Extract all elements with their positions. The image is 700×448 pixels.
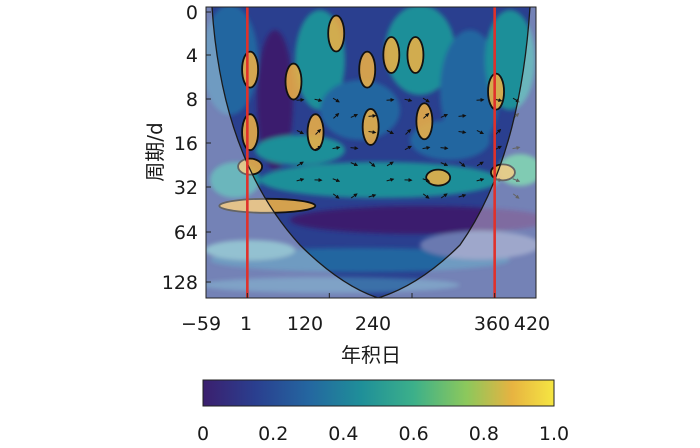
phase-arrow bbox=[333, 112, 340, 119]
significant-region bbox=[327, 14, 346, 53]
colorbar-ticks: 0 0.2 0.4 0.6 0.8 1.0 bbox=[197, 423, 569, 445]
colorbar-tick-label: 0 bbox=[197, 423, 209, 445]
phase-arrow bbox=[350, 162, 359, 167]
x-tick-label: 240 bbox=[355, 313, 391, 335]
y-tick-label: 0 bbox=[186, 2, 198, 24]
phase-arrow bbox=[423, 112, 430, 119]
significant-region bbox=[306, 113, 325, 152]
phase-arrow bbox=[422, 193, 430, 199]
significant-region bbox=[241, 113, 259, 152]
colorbar-tick-label: 1.0 bbox=[539, 423, 569, 445]
significant-region bbox=[425, 168, 452, 187]
phase-arrow bbox=[296, 161, 304, 167]
y-tick-label: 4 bbox=[186, 45, 198, 67]
y-tick-label: 64 bbox=[174, 222, 198, 244]
phase-arrow bbox=[458, 113, 467, 118]
colorbar: 0 0.2 0.4 0.6 0.8 1.0 bbox=[197, 379, 569, 445]
colorbar-tick-label: 0.2 bbox=[258, 423, 288, 445]
significant-region bbox=[406, 36, 425, 74]
y-tick-label: 8 bbox=[186, 89, 198, 111]
significant-region bbox=[487, 72, 505, 111]
phase-arrow bbox=[350, 146, 359, 151]
significant-region bbox=[241, 50, 259, 89]
phase-arrow bbox=[314, 145, 322, 151]
phase-arrow bbox=[476, 177, 485, 182]
phase-arrow bbox=[495, 128, 502, 135]
x-tick-label: 120 bbox=[287, 313, 323, 335]
x-tick-label: 1 bbox=[240, 313, 252, 335]
x-tick-label: −59 bbox=[181, 313, 221, 335]
phase-arrow bbox=[350, 113, 359, 118]
phase-arrow bbox=[386, 129, 395, 135]
phase-arrow bbox=[440, 146, 449, 151]
y-tick-label: 128 bbox=[162, 272, 198, 294]
x-axis: −59 1 120 240 360 420 bbox=[181, 293, 550, 335]
phase-arrow bbox=[368, 130, 377, 135]
significant-region bbox=[237, 157, 263, 176]
phase-arrow bbox=[296, 97, 305, 102]
phase-arrow bbox=[512, 193, 520, 199]
significant-region bbox=[382, 36, 401, 74]
phase-arrow bbox=[459, 161, 466, 167]
significant-region bbox=[361, 108, 380, 146]
phase-arrow bbox=[512, 178, 521, 183]
phase-arrow bbox=[405, 128, 412, 135]
x-axis-label: 年积日 bbox=[341, 343, 401, 367]
x-tick-label: 420 bbox=[514, 313, 550, 335]
significant-regions bbox=[218, 14, 516, 214]
phase-arrow bbox=[369, 161, 376, 167]
phase-arrow bbox=[296, 129, 305, 135]
colorbar-tick-label: 0.6 bbox=[398, 423, 428, 445]
y-axis-label: 周期/d bbox=[143, 122, 167, 181]
significant-region bbox=[490, 163, 516, 182]
phase-arrow bbox=[476, 129, 485, 135]
phase-arrow bbox=[422, 145, 431, 150]
colorbar-tick-label: 0.8 bbox=[469, 423, 499, 445]
phase-arrow bbox=[404, 98, 413, 103]
phase-arrow bbox=[422, 97, 430, 103]
phase-arrow bbox=[476, 161, 484, 167]
phase-arrow bbox=[458, 130, 467, 135]
phase-arrow bbox=[440, 113, 449, 118]
colorbar-gradient bbox=[202, 379, 555, 407]
y-axis: 0 4 8 16 32 64 128 bbox=[162, 2, 211, 294]
phase-arrow bbox=[440, 193, 448, 199]
phase-arrow bbox=[314, 98, 323, 103]
phase-arrow bbox=[350, 193, 358, 199]
phase-arrow bbox=[296, 177, 305, 182]
phase-arrow bbox=[332, 193, 340, 199]
phase-arrow bbox=[476, 97, 485, 102]
cone-of-influence-shade-right bbox=[378, 7, 536, 298]
phase-arrow bbox=[404, 145, 412, 151]
phase-arrow bbox=[332, 97, 340, 103]
phase-arrow bbox=[386, 177, 395, 182]
heatmap-field bbox=[206, 7, 536, 293]
significant-region bbox=[415, 102, 434, 141]
phase-arrow bbox=[386, 97, 395, 102]
phase-arrow bbox=[368, 113, 377, 118]
x-tick-label: 360 bbox=[474, 313, 510, 335]
phase-arrow bbox=[368, 193, 377, 198]
significant-region bbox=[284, 62, 303, 101]
cone-of-influence-shade bbox=[206, 7, 378, 298]
plot-frame bbox=[205, 6, 537, 299]
phase-arrows bbox=[296, 97, 521, 199]
phase-arrow bbox=[512, 145, 521, 150]
phase-arrow bbox=[315, 128, 322, 135]
significant-region bbox=[358, 50, 377, 89]
phase-arrow bbox=[458, 193, 467, 198]
phase-arrow bbox=[440, 162, 449, 167]
heatmap-plot-area bbox=[205, 6, 537, 299]
colorbar-tick-label: 0.4 bbox=[328, 423, 358, 445]
y-tick-label: 32 bbox=[174, 177, 198, 199]
phase-arrow bbox=[332, 145, 341, 150]
y-tick-label: 16 bbox=[174, 133, 198, 155]
phase-arrow bbox=[386, 161, 394, 167]
phase-arrow bbox=[422, 178, 431, 183]
phase-arrow bbox=[332, 178, 341, 183]
significant-region bbox=[218, 197, 317, 214]
